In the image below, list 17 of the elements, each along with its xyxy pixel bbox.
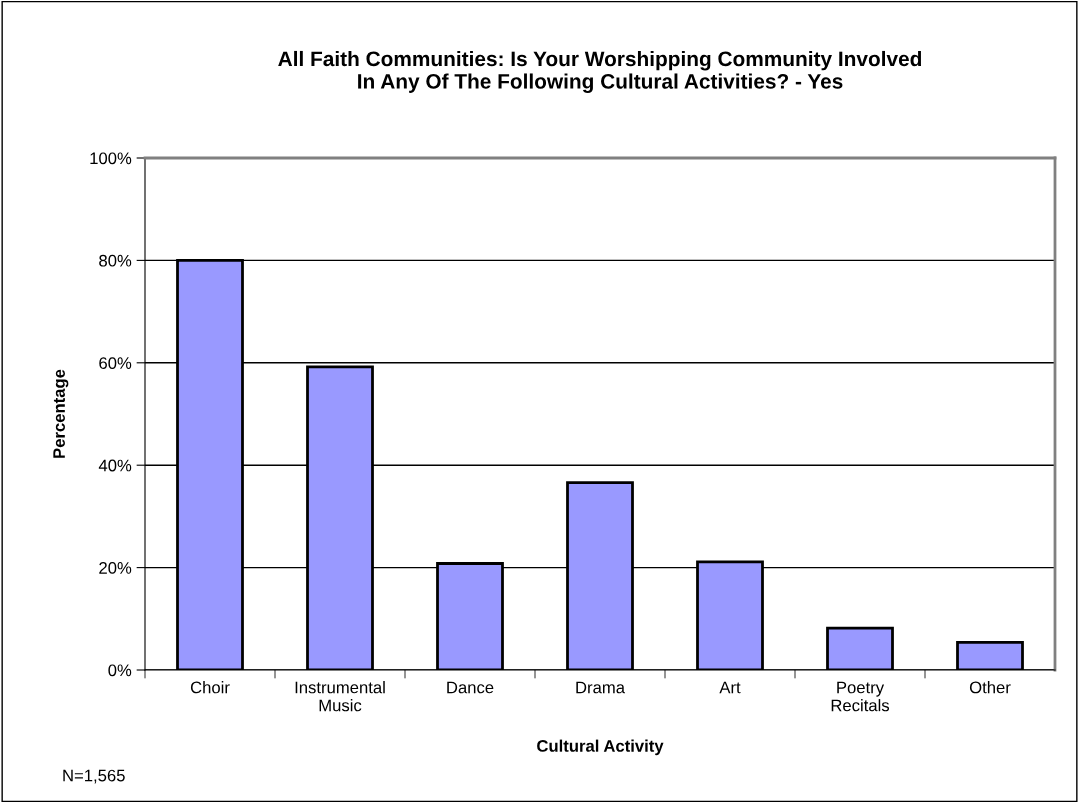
x-tick-label: Poetry Recitals: [831, 681, 890, 712]
x-axis-title: Cultural Activity: [537, 739, 664, 756]
y-tick-label: 20%: [99, 562, 132, 574]
y-tick-label: 0%: [108, 664, 132, 677]
text: N=1,565: [63, 769, 125, 784]
y-tick-label: 100%: [90, 152, 132, 165]
y-tick-label: 60%: [99, 357, 132, 369]
x-tick-label: Choir: [190, 681, 230, 694]
x-tick-label: Instrumental Music: [295, 681, 385, 712]
x-tick-label: Dance: [447, 681, 494, 694]
y-tick-label: 40%: [98, 459, 132, 472]
y-tick-label: 80%: [99, 254, 132, 267]
y-axis-title: Percentage: [53, 369, 69, 458]
x-tick-label: Drama: [576, 681, 625, 694]
x-tick-label: Art: [719, 681, 741, 694]
chart-title: All Faith Communities: Is Your Worshipping Community Involved In Any Of The Following Cultural Activities? - Yes: [278, 50, 922, 93]
x-tick-label: Other: [969, 681, 1011, 694]
